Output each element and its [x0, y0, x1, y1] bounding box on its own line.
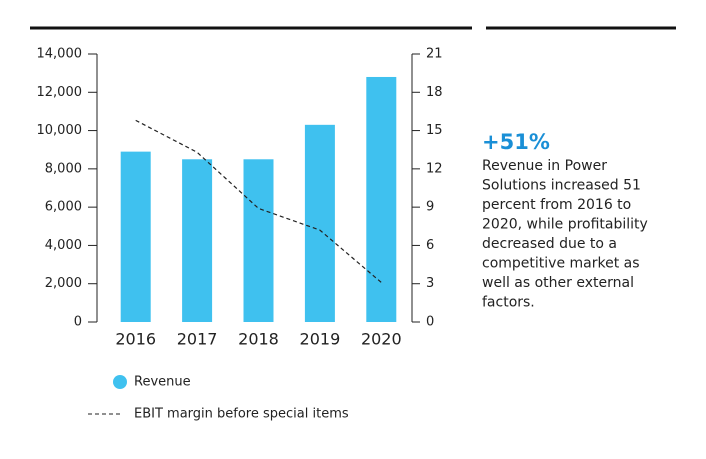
y-tick-label: 2,000 [45, 276, 82, 291]
y2-tick-label: 15 [426, 123, 443, 138]
y2-tick-label: 0 [426, 315, 434, 330]
annotation-text: 2020, while profitability [482, 217, 648, 233]
x-tick-label: 2020 [361, 330, 402, 349]
y2-tick-label: 18 [426, 85, 443, 100]
legend-label: EBIT margin before special items [134, 407, 349, 422]
x-tick-label: 2019 [300, 330, 341, 349]
y-tick-label: 6,000 [45, 200, 82, 215]
y-tick-label: 12,000 [37, 85, 83, 100]
y2-tick-label: 9 [426, 200, 434, 215]
legend-label: Revenue [134, 375, 191, 390]
annotation-text: decreased due to a [482, 236, 617, 252]
y-tick-label: 4,000 [45, 238, 82, 253]
bar [243, 159, 274, 322]
y-tick-label: 14,000 [37, 47, 83, 62]
annotation-headline: +51% [482, 130, 550, 154]
annotation-text: Solutions increased 51 [482, 178, 641, 194]
x-tick-label: 2018 [238, 330, 279, 349]
annotation-text: factors. [482, 295, 535, 311]
annotation-text: competitive market as [482, 256, 640, 272]
y-tick-label: 10,000 [37, 123, 83, 138]
bar [304, 124, 335, 322]
y-tick-label: 0 [74, 315, 82, 330]
bar [366, 76, 397, 322]
y2-tick-label: 12 [426, 161, 443, 176]
bar [182, 159, 213, 322]
y2-tick-label: 21 [426, 47, 443, 62]
annotation-text: well as other external [482, 275, 634, 291]
bar [120, 151, 151, 322]
x-tick-label: 2016 [115, 330, 156, 349]
y2-tick-label: 3 [426, 276, 434, 291]
annotation-text: percent from 2016 to [482, 197, 631, 213]
legend-swatch [113, 375, 127, 389]
y-tick-label: 8,000 [45, 161, 82, 176]
annotation-text: Revenue in Power [482, 158, 607, 174]
x-tick-label: 2017 [177, 330, 218, 349]
y2-tick-label: 6 [426, 238, 434, 253]
